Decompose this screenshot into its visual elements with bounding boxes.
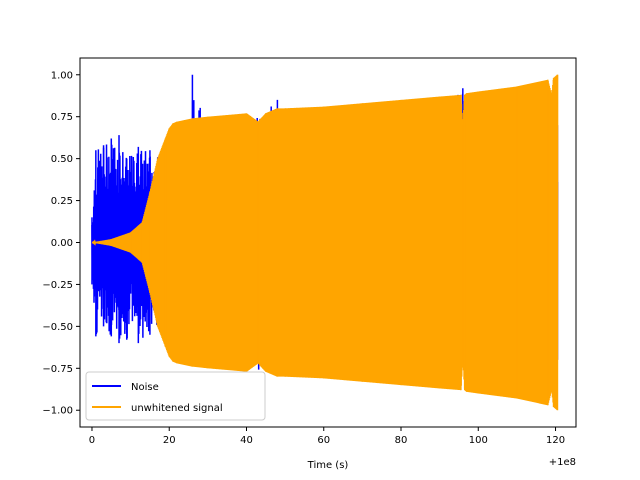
legend-label-unwhitened-signal: unwhitened signal — [131, 403, 223, 414]
x-tick-label: 20 — [163, 435, 176, 446]
x-tick-label: 100 — [469, 435, 488, 446]
x-tick-label: 80 — [395, 435, 408, 446]
y-tick-label: 0.50 — [51, 154, 73, 165]
x-tick-label: 60 — [317, 435, 330, 446]
y-tick-label: 0.00 — [51, 238, 73, 249]
y-tick-label: −1.00 — [42, 406, 73, 417]
plot-series-layer — [91, 74, 559, 411]
y-tick-label: −0.75 — [42, 364, 73, 375]
y-tick-label: −0.50 — [42, 322, 73, 333]
x-axis-ticks: 0 20 40 60 80 100 120 — [89, 427, 565, 446]
legend-label-noise: Noise — [131, 382, 159, 393]
x-tick-label: 0 — [89, 435, 95, 446]
legend-box — [85, 371, 266, 421]
y-tick-label: 0.25 — [51, 196, 73, 207]
x-axis-offset-label: +1e8 — [549, 457, 576, 468]
y-tick-label: 0.75 — [51, 112, 73, 123]
y-tick-label: 1.00 — [51, 70, 73, 81]
legend: Noise unwhitened signal — [85, 371, 266, 421]
y-axis-ticks: 1.00 0.75 0.50 0.25 0.00 −0.25 −0.50 −0.75 −1.00 — [42, 70, 80, 417]
x-tick-label: 120 — [546, 435, 565, 446]
x-axis-label: Time (s) — [307, 460, 349, 471]
series-line-unwhitened-signal — [91, 74, 559, 410]
x-tick-label: 40 — [240, 435, 253, 446]
y-tick-label: −0.25 — [42, 280, 73, 291]
